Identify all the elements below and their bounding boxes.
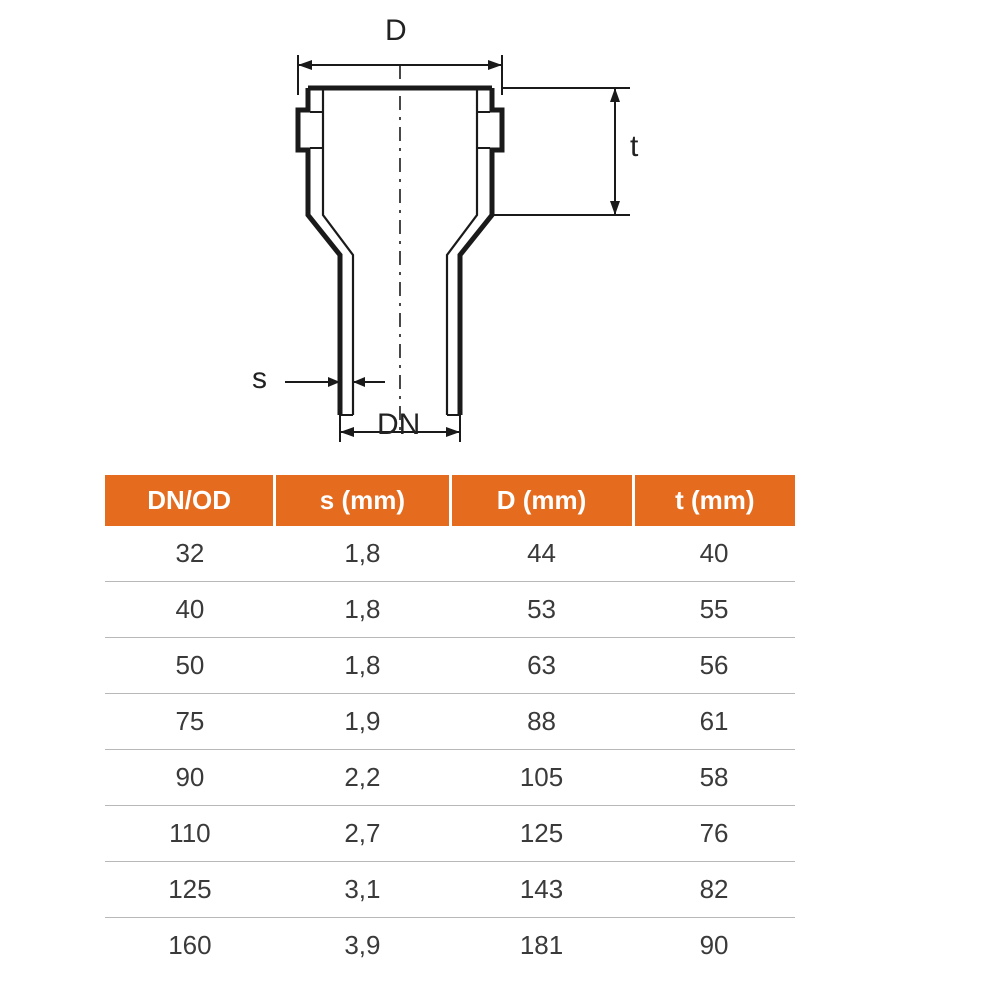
table-header-cell: DN/OD (105, 475, 275, 526)
diagram-svg (190, 20, 710, 450)
table-row: 321,84440 (105, 526, 795, 582)
table-cell: 61 (633, 694, 795, 750)
table-cell: 181 (450, 918, 633, 974)
table-header: DN/ODs (mm)D (mm)t (mm) (105, 475, 795, 526)
table-row: 751,98861 (105, 694, 795, 750)
table-cell: 88 (450, 694, 633, 750)
table-cell: 53 (450, 582, 633, 638)
table-cell: 2,2 (275, 750, 450, 806)
table-cell: 90 (633, 918, 795, 974)
spec-table-container: DN/ODs (mm)D (mm)t (mm) 321,84440401,853… (105, 475, 795, 973)
table-row: 401,85355 (105, 582, 795, 638)
table-cell: 143 (450, 862, 633, 918)
table-cell: 2,7 (275, 806, 450, 862)
table-cell: 3,1 (275, 862, 450, 918)
table-header-cell: D (mm) (450, 475, 633, 526)
table-cell: 44 (450, 526, 633, 582)
table-cell: 32 (105, 526, 275, 582)
dim-label-D: D (385, 14, 407, 48)
pipe-fitting-diagram: D t s DN (190, 20, 710, 450)
table-row: 1102,712576 (105, 806, 795, 862)
table-cell: 75 (105, 694, 275, 750)
table-row: 1603,918190 (105, 918, 795, 974)
table-cell: 90 (105, 750, 275, 806)
table-cell: 40 (633, 526, 795, 582)
table-header-cell: s (mm) (275, 475, 450, 526)
dim-label-t: t (630, 130, 638, 164)
table-cell: 76 (633, 806, 795, 862)
table-cell: 1,8 (275, 526, 450, 582)
table-cell: 160 (105, 918, 275, 974)
dim-label-s: s (252, 362, 267, 396)
table-cell: 1,9 (275, 694, 450, 750)
table-row: 902,210558 (105, 750, 795, 806)
table-cell: 110 (105, 806, 275, 862)
table-cell: 1,8 (275, 638, 450, 694)
table-row: 501,86356 (105, 638, 795, 694)
table-cell: 82 (633, 862, 795, 918)
table-cell: 1,8 (275, 582, 450, 638)
table-cell: 3,9 (275, 918, 450, 974)
table-cell: 50 (105, 638, 275, 694)
table-body: 321,84440401,85355501,86356751,98861902,… (105, 526, 795, 973)
table-header-cell: t (mm) (633, 475, 795, 526)
table-cell: 105 (450, 750, 633, 806)
table-cell: 56 (633, 638, 795, 694)
table-cell: 125 (450, 806, 633, 862)
table-cell: 58 (633, 750, 795, 806)
table-cell: 55 (633, 582, 795, 638)
table-cell: 40 (105, 582, 275, 638)
table-row: 1253,114382 (105, 862, 795, 918)
dim-label-DN: DN (377, 408, 420, 442)
spec-table: DN/ODs (mm)D (mm)t (mm) 321,84440401,853… (105, 475, 795, 973)
table-cell: 125 (105, 862, 275, 918)
table-cell: 63 (450, 638, 633, 694)
